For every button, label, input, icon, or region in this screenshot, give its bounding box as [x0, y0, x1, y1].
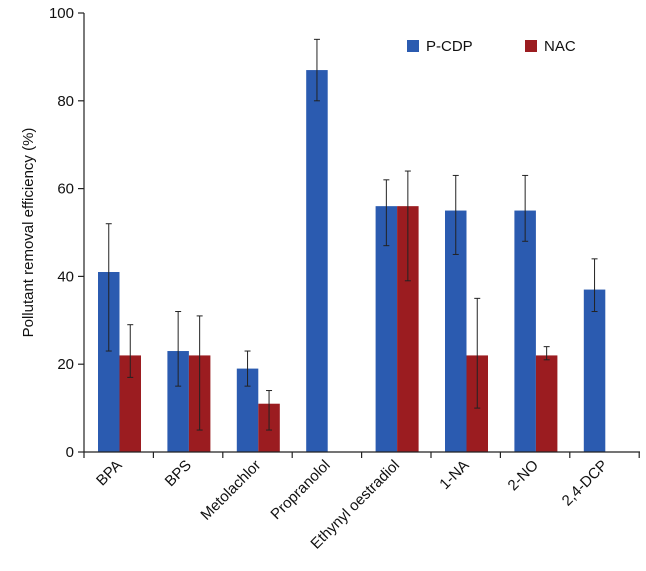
bar-p-cdp-0 — [98, 272, 120, 452]
bar-p-cdp-1 — [167, 351, 189, 452]
bar-nac-6 — [535, 355, 558, 452]
y-tick-label-100: 100 — [49, 5, 74, 22]
bar-nac-0 — [119, 355, 141, 452]
legend-label-p-cdp: P-CDP — [426, 38, 473, 55]
error-bars-layer — [105, 38, 598, 431]
y-tick-label-20: 20 — [57, 356, 74, 373]
bar-p-cdp-5 — [445, 210, 467, 452]
x-tick-label-5: 1-NA — [436, 457, 472, 493]
legend-label-nac: NAC — [544, 38, 576, 55]
legend-swatch-p-cdp — [407, 40, 419, 52]
bar-p-cdp-2 — [236, 368, 259, 452]
y-axis-title: Pollutant removal efficiency (%) — [20, 128, 37, 338]
x-tick-label-1: BPS — [162, 457, 195, 490]
bar-p-cdp-3 — [306, 70, 328, 452]
bar-p-cdp-4 — [375, 206, 398, 452]
x-tick-label-2: Metolachlor — [197, 457, 264, 524]
legend-swatch-nac — [525, 40, 537, 52]
x-tick-label-7: 2,4-DCP — [559, 457, 612, 510]
y-tick-label-80: 80 — [57, 93, 74, 110]
y-tick-label-40: 40 — [57, 268, 74, 285]
bars-layer — [98, 70, 606, 452]
bar-p-cdp-7 — [583, 289, 606, 452]
x-tick-label-0: BPA — [93, 457, 125, 489]
legend: P-CDP NAC — [407, 38, 576, 55]
y-tick-label-0: 0 — [66, 444, 74, 461]
x-tick-label-3: Propranolol — [267, 457, 333, 523]
bar-p-cdp-6 — [514, 210, 536, 452]
y-tick-label-60: 60 — [57, 181, 74, 198]
x-tick-label-6: 2-NO — [505, 457, 542, 494]
bar-nac-4 — [397, 206, 419, 452]
